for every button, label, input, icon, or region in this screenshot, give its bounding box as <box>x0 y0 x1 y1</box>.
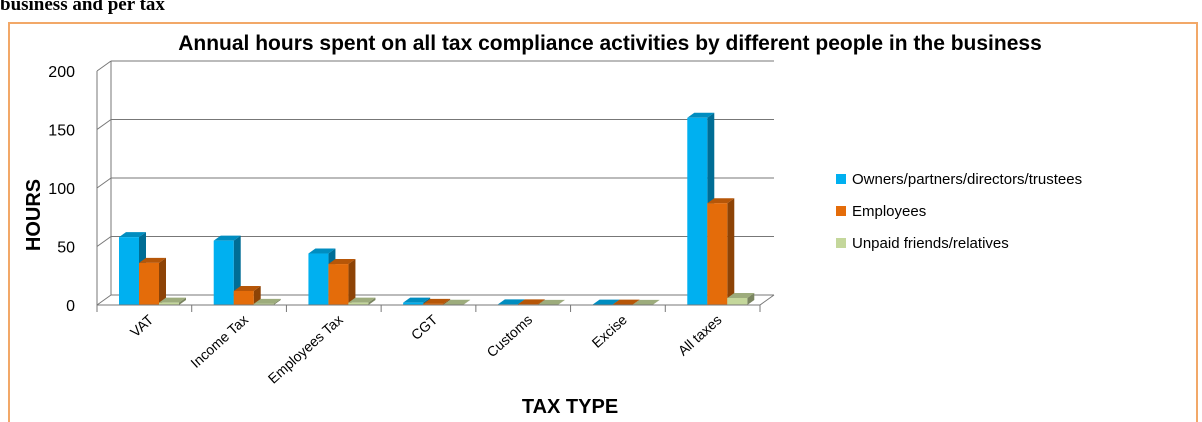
y-tick-label: 200 <box>48 64 75 81</box>
x-tick-label: Excise <box>589 311 631 351</box>
bar-unpaid-friends-income-tax <box>253 298 281 305</box>
legend-label: Owners/partners/directors/trustees <box>852 171 1082 188</box>
gridline-depth <box>96 60 112 72</box>
axes <box>96 61 775 312</box>
legend-label: Unpaid friends/relatives <box>852 235 1009 252</box>
gridline-depth <box>96 294 112 306</box>
bars <box>119 112 755 306</box>
legend-label: Employees <box>852 203 926 220</box>
bar-employees-cgt <box>423 298 451 305</box>
y-axis-title: HOURS <box>23 179 45 251</box>
x-tick-label: CGT <box>408 311 441 343</box>
x-tick-label: Employees Tax <box>265 311 346 386</box>
gridline-depth <box>96 177 112 189</box>
x-tick-label: All taxes <box>675 311 725 358</box>
caption-top: business and per tax <box>0 0 165 15</box>
x-tick-label: Income Tax <box>187 311 251 371</box>
legend: Owners/partners/directors/trustees Employ… <box>836 171 1082 252</box>
y-axis-ticks: 0 50 100 150 200 <box>48 64 75 315</box>
bar-unpaid-friends-employees-tax <box>348 297 376 305</box>
chart-title: Annual hours spent on all tax compliance… <box>178 32 1042 55</box>
legend-swatch <box>836 206 846 216</box>
bar-employees-vat <box>139 257 166 305</box>
x-axis-title: TAX TYPE <box>522 396 618 418</box>
bar-employees-all-taxes <box>707 198 735 305</box>
legend-swatch <box>836 238 846 248</box>
bar-employees-employees-tax <box>328 259 356 305</box>
gridline-depth <box>96 236 112 247</box>
legend-swatch <box>836 174 846 184</box>
bar-unpaid-friends-all-taxes <box>727 292 755 305</box>
y-tick-label: 0 <box>66 298 75 315</box>
grid-lines <box>96 60 774 306</box>
x-axis-depth <box>759 294 775 306</box>
gridline-depth <box>96 119 112 130</box>
x-tick-label: VAT <box>127 311 157 340</box>
x-axis-categories: VAT Income Tax Employees Tax CGT Customs Exci… <box>127 311 725 387</box>
y-tick-label: 50 <box>57 240 75 257</box>
y-tick-label: 150 <box>48 123 75 140</box>
chart-frame <box>8 22 1198 422</box>
y-tick-label: 100 <box>48 181 75 198</box>
x-tick-label: Customs <box>483 311 535 360</box>
bar-unpaid-friends-vat <box>159 297 186 305</box>
